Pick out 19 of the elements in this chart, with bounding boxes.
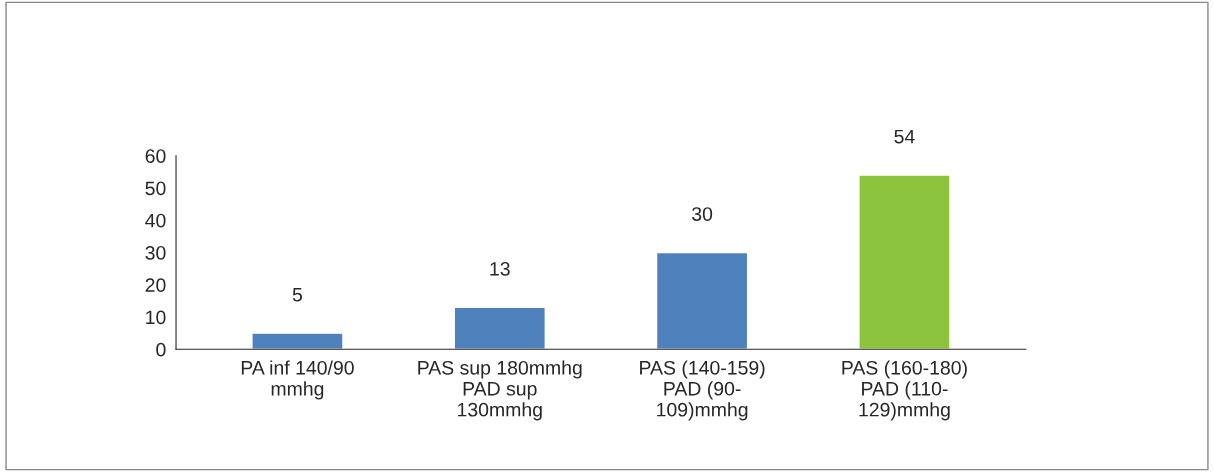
y-tick-label: 40 [145,213,166,228]
bar [858,174,951,350]
bar [251,332,344,350]
y-tick-label: 30 [145,245,166,260]
x-tick-label: PAS sup 180mmhg PAD sup 130mmhg [418,360,582,421]
x-tick-label: PAS (160-180) PAD (110- 129)mmhg [842,360,967,421]
y-tick-label: 60 [145,149,166,163]
bar [655,251,749,350]
y-tick-label: 0 [156,342,166,357]
y-tick-label: 10 [146,310,166,325]
data-label: 5 [292,287,303,302]
data-label: 30 [692,207,713,221]
data-label: 13 [490,261,510,276]
y-tick-label: 20 [145,278,166,293]
x-tick-label: PA inf 140/90 mmhg [241,360,354,400]
data-label: 54 [894,129,915,144]
x-tick-label: PAS (140-159) PAD (90- 109)mmhg [640,360,765,421]
y-tick-label: 50 [145,181,166,196]
bar [453,306,546,350]
